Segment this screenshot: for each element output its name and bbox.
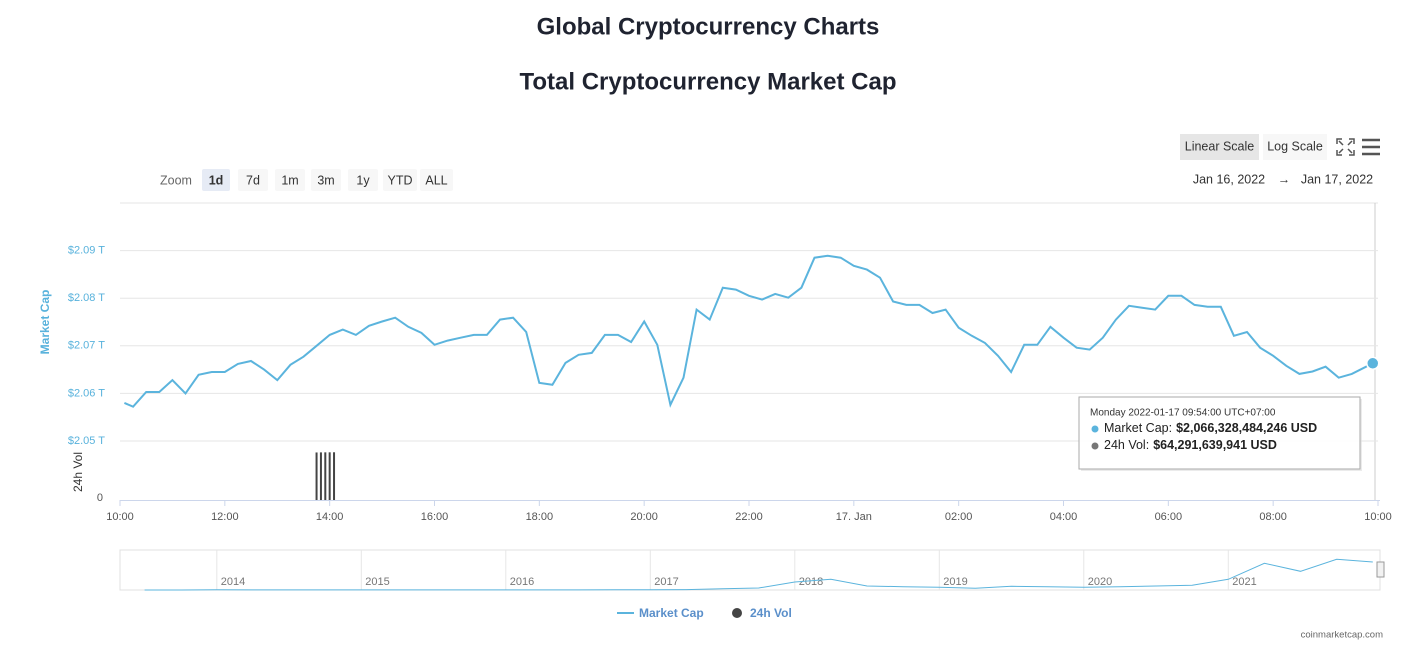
zoom-bar: Zoom 1d 7d 1m 3m 1y YTD ALL [160, 169, 453, 191]
x-tick-label: 17. Jan [836, 511, 872, 523]
y-tick-label: $2.07 T [68, 340, 105, 352]
volume-bar [333, 452, 336, 500]
navigator-line [144, 558, 1373, 591]
page-title: Global Cryptocurrency Charts [537, 13, 880, 40]
x-tick-label: 08:00 [1259, 511, 1287, 523]
navigator-year: 2018 [799, 576, 823, 588]
tooltip: Monday 2022-01-17 09:54:00 UTC+07:00 Mark… [1078, 396, 1362, 471]
legend-label[interactable]: Market Cap [639, 606, 704, 620]
menu-icon[interactable] [1362, 138, 1380, 156]
y-tick-label: $2.05 T [68, 435, 105, 447]
navigator: 2014 2015 2016 2017 2018 2019 2020 2021 [144, 550, 1373, 591]
fullscreen-icon[interactable] [1336, 138, 1355, 156]
chart-title: Total Cryptocurrency Market Cap [520, 68, 897, 95]
zoom-button[interactable] [202, 169, 230, 191]
zoom-button-label[interactable]: YTD [388, 173, 413, 187]
scale-buttons: Linear Scale Log Scale [1180, 134, 1327, 160]
zoom-label: Zoom [160, 173, 192, 187]
date-arrow: → [1278, 172, 1291, 186]
tooltip-date: Monday 2022-01-17 09:54:00 UTC+07:00 [1090, 408, 1276, 419]
navigator-year: 2015 [365, 576, 389, 588]
tooltip-name: 24h Vol: [1104, 438, 1149, 452]
zoom-button[interactable] [238, 169, 268, 191]
x-tick-label: 10:00 [106, 511, 134, 523]
tooltip-line: 24h Vol: $64,291,639,941 USD [1104, 438, 1277, 452]
x-tick-label: 14:00 [316, 511, 344, 523]
volume-bar [324, 452, 327, 500]
x-tick-label: 04:00 [1050, 511, 1078, 523]
hover-point[interactable] [1366, 356, 1380, 371]
scale-button[interactable] [1180, 134, 1259, 160]
x-tick-label: 22:00 [735, 511, 763, 523]
zoom-button-label[interactable]: 1y [356, 173, 370, 187]
tooltip-value: $64,291,639,941 USD [1153, 438, 1277, 452]
tooltip-name: Market Cap: [1104, 421, 1172, 435]
scale-button-label[interactable]: Log Scale [1267, 139, 1323, 153]
tooltip-line: Market Cap: $2,066,328,484,246 USD [1104, 421, 1317, 435]
navigator-year: 2020 [1088, 576, 1112, 588]
y2-tick-label: 0 [97, 492, 103, 504]
zoom-button-label[interactable]: 1d [209, 173, 224, 187]
plot: $2.05 T$2.06 T$2.07 T$2.08 T$2.09 T010:0… [68, 245, 1392, 523]
market-cap-line [123, 254, 1374, 408]
y-tick-label: $2.08 T [68, 292, 105, 304]
volume-bar [328, 452, 331, 500]
zoom-button[interactable] [420, 169, 453, 191]
date-to[interactable]: Jan 17, 2022 [1301, 172, 1373, 186]
y-tick-label: $2.09 T [68, 245, 105, 257]
zoom-button-label[interactable]: ALL [425, 173, 447, 187]
zoom-button-label[interactable]: 7d [246, 173, 260, 187]
legend-label[interactable]: 24h Vol [750, 606, 792, 620]
date-from[interactable]: Jan 16, 2022 [1193, 172, 1265, 186]
navigator-year: 2017 [654, 576, 678, 588]
tooltip-dot [1091, 425, 1099, 433]
scale-button-label[interactable]: Linear Scale [1185, 139, 1255, 153]
navigator-handle[interactable] [1376, 561, 1385, 578]
navigator-year: 2019 [943, 576, 967, 588]
zoom-button[interactable] [275, 169, 305, 191]
y2-axis-title: 24h Vol [71, 452, 85, 492]
x-tick-label: 12:00 [211, 511, 239, 523]
scale-button[interactable] [1263, 134, 1327, 160]
zoom-button-label[interactable]: 1m [281, 173, 298, 187]
x-tick-label: 06:00 [1155, 511, 1183, 523]
credit: coinmarketcap.com [1301, 630, 1383, 641]
x-tick-label: 10:00 [1364, 511, 1392, 523]
navigator-frame [119, 549, 1381, 591]
zoom-button-label[interactable]: 3m [317, 173, 334, 187]
volume-bar [319, 452, 322, 500]
navigator-year: 2014 [221, 576, 245, 588]
legend-swatch [732, 608, 742, 618]
x-tick-label: 18:00 [526, 511, 554, 523]
x-tick-label: 16:00 [421, 511, 449, 523]
tooltip-dot [1091, 442, 1099, 450]
tooltip-value: $2,066,328,484,246 USD [1176, 421, 1317, 435]
navigator-year: 2021 [1232, 576, 1256, 588]
y-axis-title: Market Cap [38, 290, 52, 355]
zoom-button[interactable] [311, 169, 341, 191]
zoom-button[interactable] [348, 169, 378, 191]
legend: Market Cap 24h Vol [617, 606, 792, 620]
x-tick-label: 20:00 [630, 511, 658, 523]
volume-bar [315, 452, 318, 500]
y-tick-label: $2.06 T [68, 387, 105, 399]
navigator-year: 2016 [510, 576, 534, 588]
x-tick-label: 02:00 [945, 511, 973, 523]
zoom-button[interactable] [383, 169, 417, 191]
